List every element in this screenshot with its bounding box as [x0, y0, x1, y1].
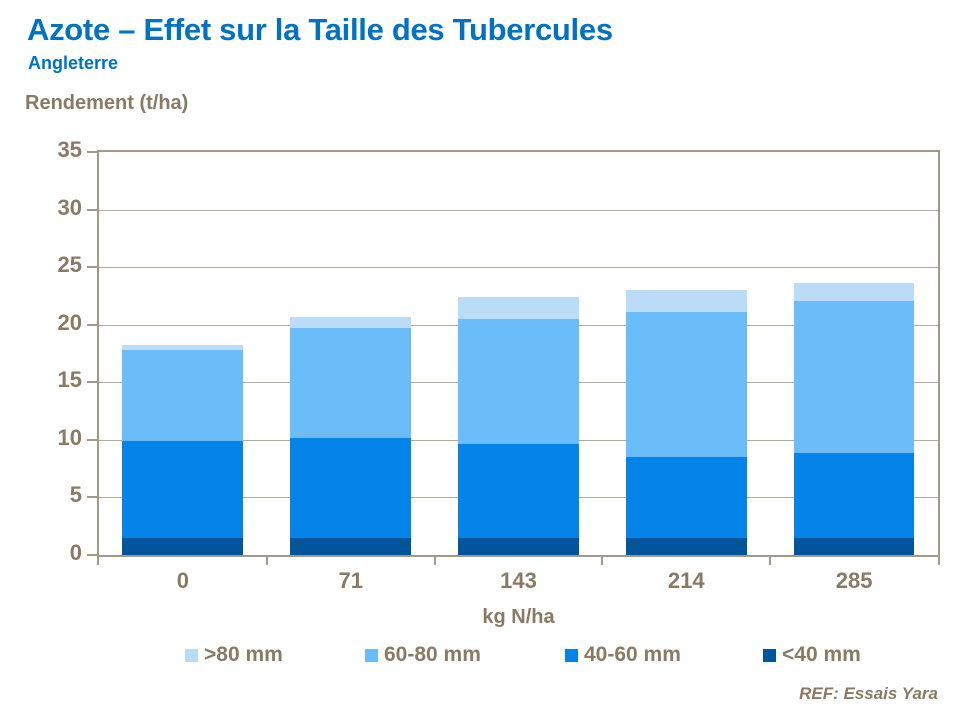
y-tick-label: 5: [69, 482, 82, 508]
x-tick-label: 0: [176, 568, 190, 593]
legend-item: >80 mm: [185, 643, 283, 667]
bar-segment: [122, 537, 244, 555]
bar-slot: [435, 152, 603, 555]
bar-segment: [122, 345, 244, 351]
x-tick-label: 143: [500, 568, 537, 593]
x-axis-tick: [769, 557, 772, 565]
legend-item: 40-60 mm: [565, 643, 681, 667]
bar-segment: [458, 444, 579, 538]
x-tick-label: 285: [835, 568, 873, 593]
legend-label: 60-80 mm: [384, 643, 481, 666]
y-tick-label: 20: [57, 309, 82, 335]
x-axis-tick: [433, 557, 436, 565]
legend: >80 mm 60-80 mm 40-60 mm <40 mm: [0, 643, 960, 671]
y-axis-tick: [87, 266, 97, 269]
legend-swatch: [185, 648, 198, 662]
x-axis-tick: [265, 557, 268, 565]
bar-segment: [793, 283, 915, 301]
y-axis-tick: [87, 151, 97, 153]
bar-slot: [267, 152, 435, 555]
y-axis-tick: [87, 554, 97, 556]
x-axis-tick: [938, 557, 940, 565]
y-axis-tick: [87, 496, 97, 499]
legend-swatch: [565, 648, 578, 662]
legend-item: <40 mm: [763, 643, 861, 667]
chart-plot: 0 71 143 214 285: [87, 150, 940, 593]
bar-segment: [458, 297, 579, 319]
x-axis-tick: [601, 557, 604, 565]
legend-swatch: [365, 648, 378, 662]
bar-segment: [625, 457, 747, 538]
legend-item: 60-80 mm: [365, 643, 481, 667]
reference-note: REF: Essais Yara: [799, 684, 938, 703]
y-axis-title: Rendement (t/ha): [25, 92, 189, 114]
bar-segment: [625, 290, 747, 313]
slide-title: Azote – Effet sur la Taille des Tubercul…: [27, 12, 613, 47]
legend-label: <40 mm: [782, 643, 861, 666]
y-axis-labels: 0 5 10 15 20 25 30 35: [18, 138, 82, 565]
y-tick-label: 25: [57, 252, 82, 278]
gridline: [99, 267, 938, 269]
bar-segment: [290, 316, 412, 329]
bar-slot: [602, 152, 770, 555]
bar-segment: [290, 537, 412, 555]
slide-subtitle: Angleterre: [28, 53, 119, 73]
y-tick-label: 30: [57, 194, 82, 220]
legend-label: 40-60 mm: [584, 643, 681, 666]
bar-segment: [625, 537, 747, 555]
y-tick-label: 0: [69, 540, 82, 565]
bar-segment: [122, 350, 244, 442]
y-axis-tick: [87, 323, 97, 326]
bar-segment: [458, 537, 579, 555]
x-axis-tick: [97, 557, 99, 565]
bar-segment: [290, 437, 412, 538]
bar-segment: [625, 312, 747, 458]
bar-slot: [99, 152, 267, 555]
y-axis-tick: [87, 381, 97, 384]
y-tick-label: 10: [57, 424, 82, 450]
x-axis-title: kg N/ha: [482, 606, 555, 628]
bar-segment: [122, 441, 244, 538]
y-tick-label: 15: [57, 367, 82, 393]
x-tick-label: 71: [338, 568, 363, 593]
gridline: [99, 209, 938, 211]
y-tick-label: 35: [57, 137, 82, 162]
bar-segment: [793, 452, 915, 538]
bar-segment: [458, 318, 579, 445]
bar-segment: [793, 300, 915, 453]
legend-label: >80 mm: [204, 643, 283, 666]
y-axis-tick: [87, 438, 97, 441]
legend-swatch: [763, 648, 776, 662]
x-tick-label: 214: [667, 568, 705, 593]
bar-segment: [793, 537, 915, 555]
y-axis-tick: [87, 208, 97, 211]
bar-slot: [770, 152, 938, 555]
bar-segment: [290, 328, 412, 438]
